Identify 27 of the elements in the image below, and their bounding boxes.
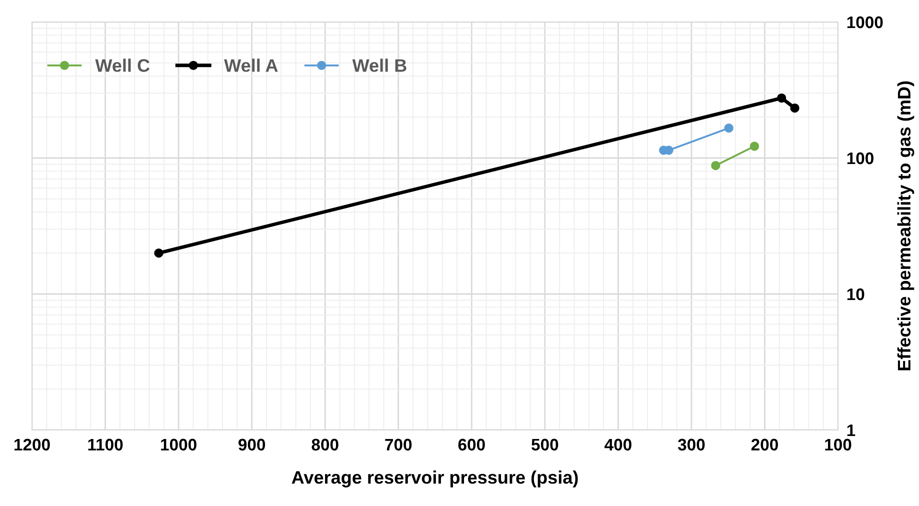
x-tick-label: 600: [458, 438, 485, 451]
legend-label: Well A: [224, 58, 278, 72]
y-tick-label: 100: [847, 152, 874, 164]
y-tick-label: 1000: [847, 16, 883, 28]
point: [154, 248, 164, 258]
x-tick-label: 200: [751, 438, 778, 451]
x-tick-label: 1200: [14, 438, 50, 451]
point: [711, 160, 720, 170]
x-tick-label: 1000: [161, 438, 196, 451]
legend-label: Well B: [352, 58, 406, 72]
x-tick-label: 900: [238, 438, 266, 451]
point: [724, 123, 734, 133]
x-tick-label: 800: [312, 438, 338, 451]
y-tick-label: 1: [847, 424, 856, 436]
y-axis-title: Effective permeability to gas (mD): [897, 81, 914, 370]
point: [776, 93, 786, 103]
point: [750, 142, 760, 151]
x-tick-label: 700: [385, 438, 412, 451]
x-tick-label: 500: [532, 438, 558, 451]
x-tick-label: 1100: [88, 438, 123, 451]
y-tick-label: 10: [847, 288, 864, 300]
point: [790, 103, 800, 113]
legend-label: Well C: [95, 58, 150, 72]
x-tick-label: 300: [678, 438, 705, 451]
x-tick-label: 100: [825, 438, 852, 451]
x-axis-title: Average reservoir pressure (psia): [292, 470, 578, 488]
x-tick-label: 400: [604, 438, 632, 451]
